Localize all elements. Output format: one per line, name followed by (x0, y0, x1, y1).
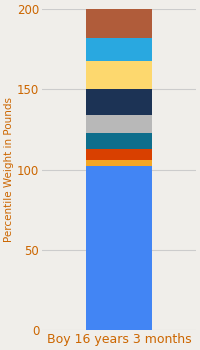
Bar (86, 166, 152, 330)
Bar (86, 160, 152, 166)
Bar (86, 133, 152, 149)
Bar (86, 9, 152, 38)
Bar (86, 89, 152, 115)
Bar (86, 61, 152, 89)
Y-axis label: Percentile Weight in Pounds: Percentile Weight in Pounds (4, 97, 14, 242)
Bar (86, 38, 152, 61)
Bar (86, 149, 152, 160)
Bar (86, 115, 152, 133)
